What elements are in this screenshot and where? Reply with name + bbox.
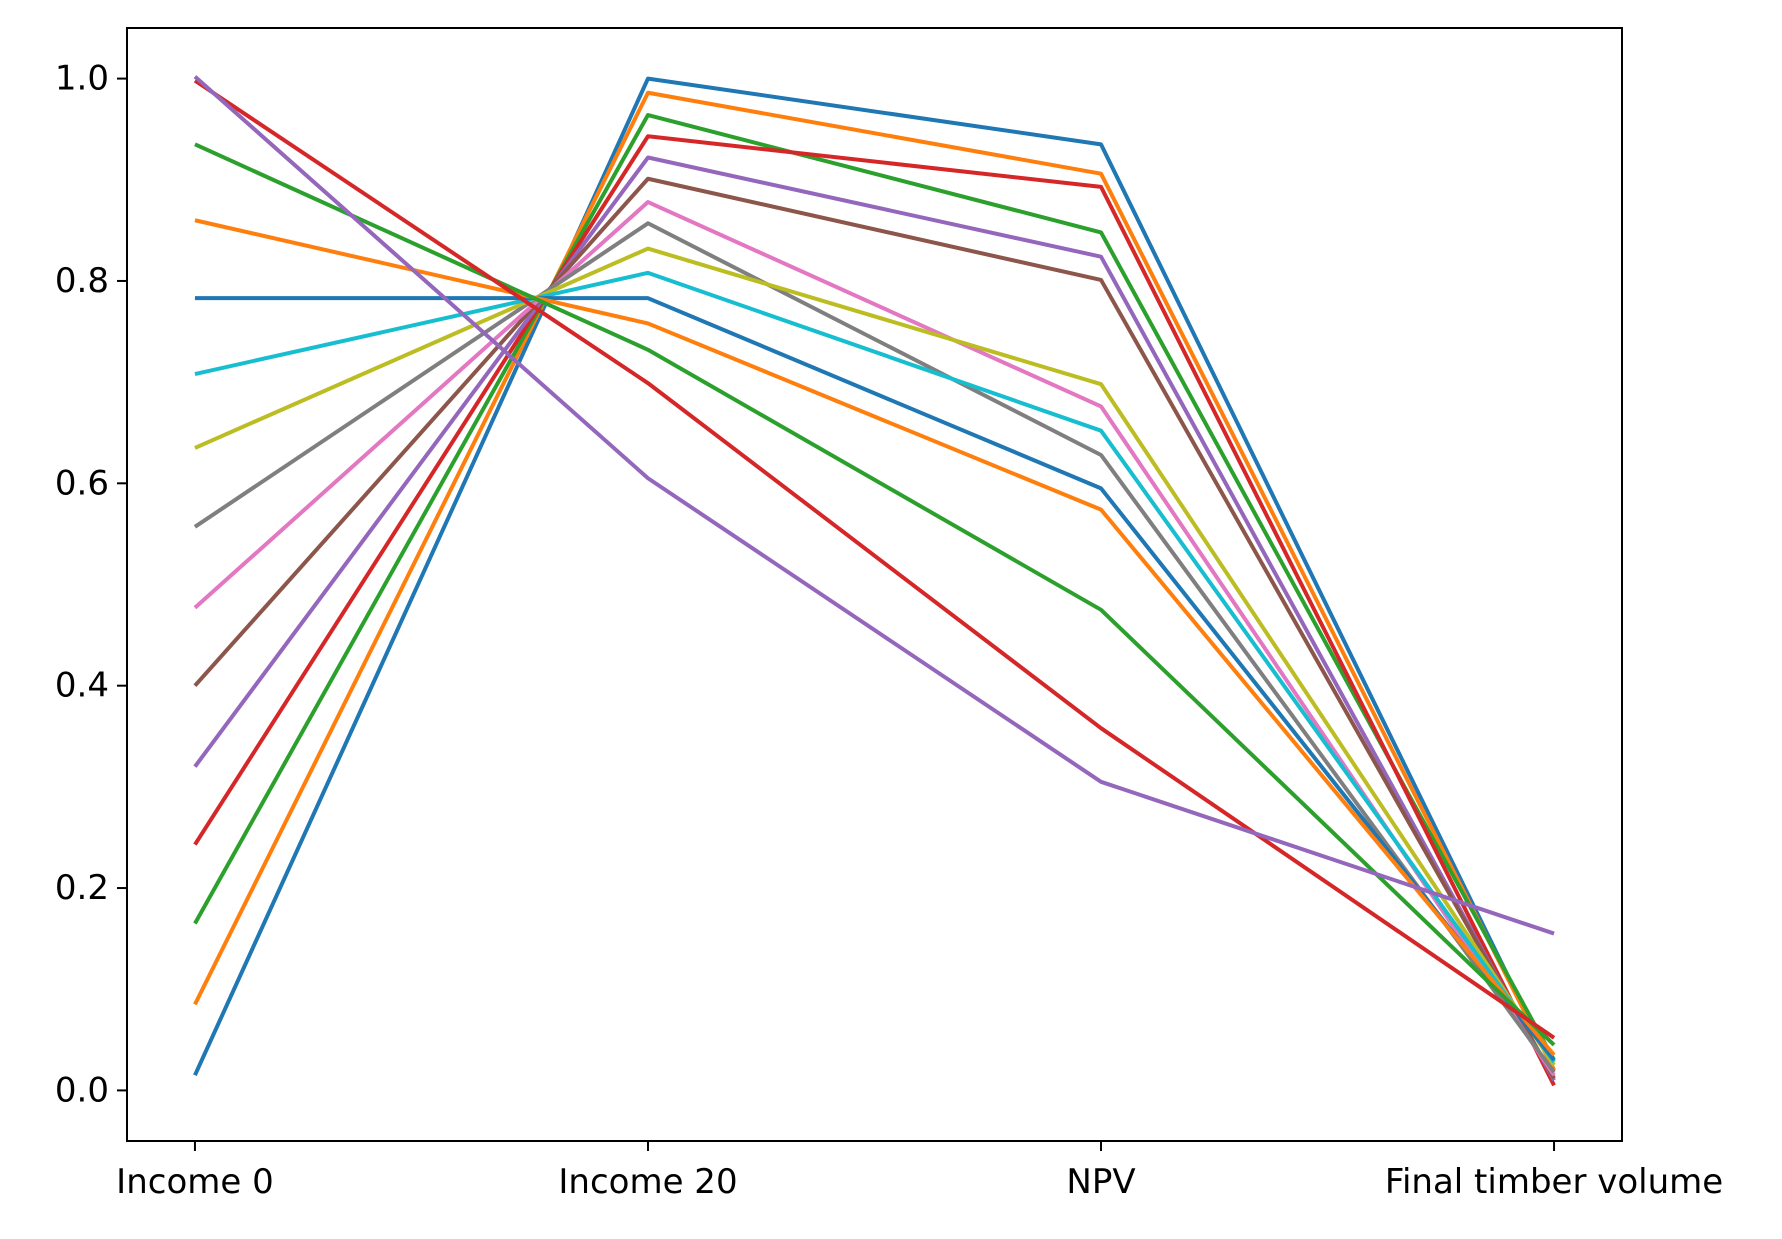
series-line-12	[194, 218, 1556, 1057]
series-line-2	[193, 90, 1556, 1072]
y-tick-label: 0.6	[55, 463, 109, 503]
x-tick-label: Income 20	[558, 1162, 737, 1202]
x-tick-label: NPV	[1066, 1162, 1135, 1202]
series-line-1	[193, 76, 1556, 1077]
series-line-14	[193, 78, 1556, 1040]
series-line-15	[193, 75, 1555, 936]
series-line-8	[193, 221, 1556, 1074]
x-tick-label: Income 0	[116, 1162, 274, 1202]
series-layer	[193, 75, 1556, 1087]
y-tick-label: 1.0	[55, 59, 109, 99]
series-line-3	[193, 113, 1556, 1062]
y-tick-label: 0.2	[55, 868, 109, 908]
axes-layer: 0.0 0.2 0.4 0.6 0.8 1.0 Income 0 Income 20 NPV Fi…	[55, 27, 1723, 1202]
series-line-7	[193, 200, 1556, 1077]
series-line-13	[194, 142, 1556, 1047]
y-tick-label: 0.8	[55, 261, 109, 301]
y-tick-label: 0.0	[55, 1070, 109, 1110]
series-line-4	[193, 134, 1556, 1087]
x-tick-label: Final timber volume	[1385, 1162, 1723, 1202]
series-line-6	[193, 176, 1556, 1080]
series-line-11	[194, 296, 1556, 1062]
series-line-5	[193, 155, 1556, 1082]
series-line-10	[194, 270, 1556, 1064]
plot-frame	[126, 27, 1623, 1142]
series-line-9	[194, 246, 1556, 1067]
y-tick-label: 0.4	[55, 666, 109, 706]
